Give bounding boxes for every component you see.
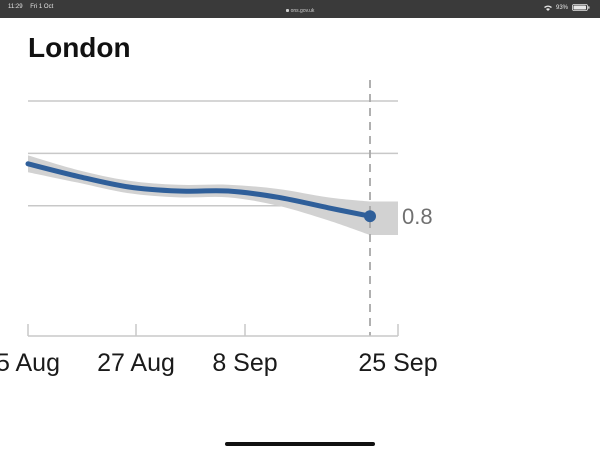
- x-tick-label-3: 25 Sep: [358, 349, 437, 377]
- latest-value-label: 0.8: [402, 204, 433, 229]
- battery-icon: [572, 4, 590, 11]
- x-tick-label-1: 27 Aug: [97, 349, 175, 377]
- x-ticks: 5 Aug 27 Aug 8 Sep 25 Sep: [0, 324, 438, 377]
- series-line: [25, 161, 373, 219]
- url-text[interactable]: ons.gov.uk: [290, 8, 315, 14]
- battery-percent: 93%: [555, 4, 568, 11]
- x-tick-label-2: 8 Sep: [212, 349, 277, 377]
- address-bar[interactable]: ons.gov.uk: [0, 8, 600, 14]
- latest-point[interactable]: [364, 210, 376, 223]
- r-value-chart: 0.8 5 Aug 27 Aug 8 Sep 25 Sep: [0, 80, 438, 377]
- x-tick-label-0: 5 Aug: [0, 349, 60, 377]
- confidence-band: [28, 155, 398, 236]
- home-indicator[interactable]: [225, 442, 375, 446]
- page-title: London: [28, 32, 131, 63]
- lock-icon: [285, 9, 289, 13]
- status-right: 93%: [543, 4, 590, 11]
- status-left: 11:29 Fri 1 Oct: [8, 4, 59, 10]
- wifi-icon: [543, 5, 552, 11]
- status-time: 11:29: [8, 4, 23, 10]
- status-date: Fri 1 Oct: [30, 4, 54, 10]
- status-bar: 11:29 Fri 1 Oct ons.gov.uk 93%: [0, 0, 600, 18]
